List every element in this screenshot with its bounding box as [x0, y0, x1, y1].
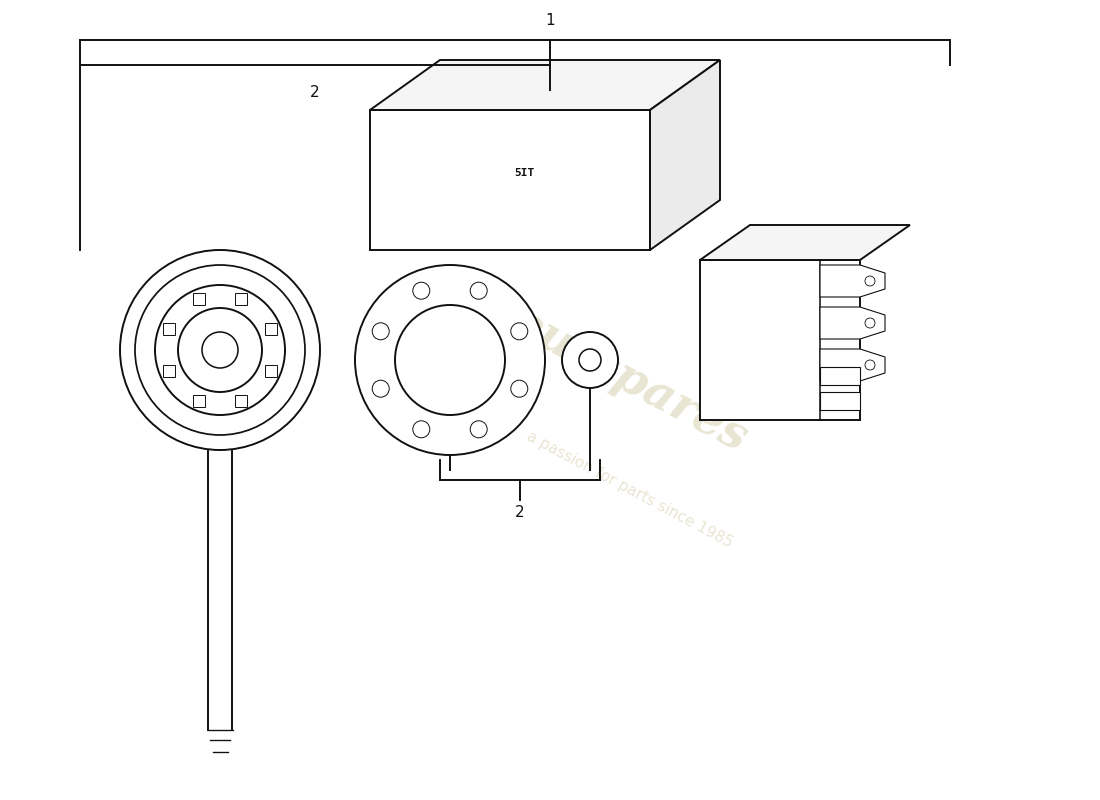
Polygon shape: [265, 365, 277, 377]
Polygon shape: [700, 225, 910, 260]
Polygon shape: [650, 60, 721, 250]
Polygon shape: [192, 395, 205, 407]
Circle shape: [372, 322, 389, 340]
Circle shape: [562, 332, 618, 388]
Circle shape: [355, 265, 544, 455]
Polygon shape: [820, 307, 886, 339]
Circle shape: [579, 349, 601, 371]
Circle shape: [510, 322, 528, 340]
Polygon shape: [163, 365, 175, 377]
Circle shape: [412, 421, 430, 438]
Polygon shape: [235, 395, 248, 407]
Text: eurspares: eurspares: [504, 298, 756, 462]
Polygon shape: [370, 60, 720, 110]
Circle shape: [372, 380, 389, 398]
Polygon shape: [192, 293, 205, 305]
Polygon shape: [163, 323, 175, 335]
Text: 1: 1: [546, 13, 554, 28]
Polygon shape: [265, 323, 277, 335]
Text: 5IT: 5IT: [514, 168, 535, 178]
Circle shape: [470, 421, 487, 438]
Circle shape: [155, 285, 285, 415]
Circle shape: [412, 282, 430, 299]
Polygon shape: [820, 367, 860, 385]
Polygon shape: [820, 349, 886, 381]
Circle shape: [202, 332, 238, 368]
Polygon shape: [370, 110, 650, 250]
Polygon shape: [235, 293, 248, 305]
Text: 2: 2: [515, 505, 525, 520]
Polygon shape: [700, 260, 860, 420]
Text: 2: 2: [310, 85, 320, 100]
Circle shape: [120, 250, 320, 450]
Circle shape: [470, 282, 487, 299]
Polygon shape: [820, 265, 886, 297]
Circle shape: [395, 305, 505, 415]
Circle shape: [178, 308, 262, 392]
Circle shape: [510, 380, 528, 398]
Text: a passion for parts since 1985: a passion for parts since 1985: [525, 429, 736, 551]
Polygon shape: [820, 392, 860, 410]
